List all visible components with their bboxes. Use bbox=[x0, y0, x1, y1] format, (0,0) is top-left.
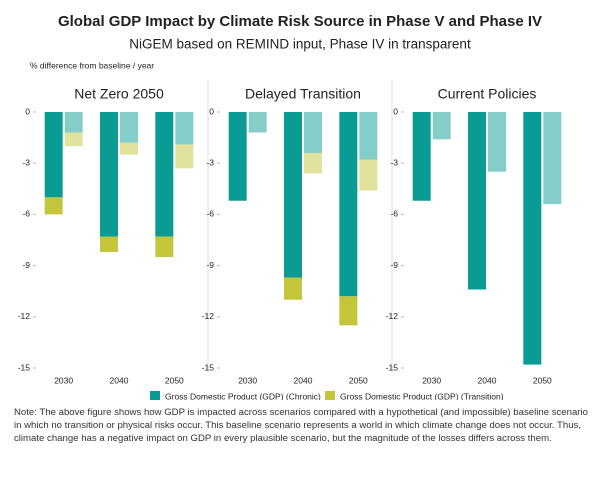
bar-segment bbox=[248, 112, 267, 133]
y-tick-label: 0 bbox=[25, 106, 30, 116]
x-tick-label: 2030 bbox=[238, 375, 257, 385]
bar-segment bbox=[284, 277, 302, 300]
bar-segment bbox=[44, 112, 63, 198]
legend-label: Gross Domestic Product (GDP) (Chronic) bbox=[165, 391, 321, 400]
panel-title: Net Zero 2050 bbox=[74, 86, 164, 102]
bar-segment bbox=[359, 112, 378, 160]
bar-segment bbox=[523, 112, 542, 365]
chart-title: Global GDP Impact by Climate Risk Source… bbox=[58, 13, 542, 30]
bar-segment bbox=[175, 112, 194, 145]
y-tick-label: -9 bbox=[22, 260, 30, 270]
bar-segment bbox=[468, 112, 486, 290]
bar-segment bbox=[64, 112, 83, 133]
bar-segment bbox=[284, 112, 302, 278]
y-tick-label: 0 bbox=[393, 106, 398, 116]
x-tick-label: 2050 bbox=[165, 375, 184, 385]
y-tick-label: -6 bbox=[206, 209, 214, 219]
x-tick-label: 2040 bbox=[294, 375, 313, 385]
x-tick-label: 2050 bbox=[349, 375, 368, 385]
y-tick-label: -6 bbox=[22, 209, 30, 219]
y-tick-label: -9 bbox=[390, 260, 398, 270]
y-tick-label: -15 bbox=[202, 362, 215, 372]
bar-segment bbox=[304, 152, 322, 174]
y-axis-label: % difference from baseline / year bbox=[30, 60, 154, 70]
x-tick-label: 2030 bbox=[54, 375, 73, 385]
bar-segment bbox=[155, 236, 174, 258]
bar-segment bbox=[339, 296, 358, 326]
bar-segment bbox=[304, 112, 322, 153]
y-tick-label: -3 bbox=[22, 157, 30, 167]
bar-segment bbox=[359, 159, 378, 191]
bar-segment bbox=[155, 112, 174, 237]
bar-segment bbox=[412, 112, 431, 201]
y-tick-label: -9 bbox=[206, 260, 214, 270]
bar-segment bbox=[100, 112, 118, 237]
bar-segment bbox=[339, 112, 358, 297]
y-tick-label: -12 bbox=[202, 311, 215, 321]
chart-subtitle: NiGEM based on REMIND input, Phase IV in… bbox=[129, 37, 471, 52]
panel-title: Delayed Transition bbox=[245, 86, 361, 102]
x-tick-label: 2040 bbox=[478, 375, 497, 385]
x-tick-label: 2050 bbox=[533, 375, 552, 385]
y-tick-label: -15 bbox=[18, 362, 31, 372]
y-tick-label: -3 bbox=[206, 157, 214, 167]
panel-title: Current Policies bbox=[438, 86, 537, 102]
bar-segment bbox=[120, 112, 138, 143]
y-tick-label: -12 bbox=[18, 311, 31, 321]
note: Note: The above figure shows how GDP is … bbox=[14, 407, 588, 444]
y-tick-label: -6 bbox=[390, 209, 398, 219]
bar-segment bbox=[543, 112, 562, 205]
y-tick-label: -3 bbox=[390, 157, 398, 167]
bar-segment bbox=[432, 112, 451, 140]
bar-segment bbox=[100, 236, 118, 252]
bar-segment bbox=[488, 112, 506, 172]
x-tick-label: 2040 bbox=[110, 375, 129, 385]
chart: Global GDP Impact by Climate Risk Source… bbox=[18, 13, 562, 401]
legend-swatch bbox=[150, 391, 160, 401]
y-tick-label: -15 bbox=[386, 362, 399, 372]
bar-segment bbox=[120, 142, 138, 155]
legend-swatch bbox=[325, 391, 335, 401]
bar-segment bbox=[228, 112, 247, 201]
bar-segment bbox=[64, 132, 83, 147]
y-tick-label: -12 bbox=[386, 311, 399, 321]
bar-segment bbox=[44, 197, 63, 215]
legend-label: Gross Domestic Product (GDP) (Transition… bbox=[340, 391, 504, 400]
bar-segment bbox=[175, 144, 194, 169]
y-tick-label: 0 bbox=[209, 106, 214, 116]
x-tick-label: 2030 bbox=[422, 375, 441, 385]
